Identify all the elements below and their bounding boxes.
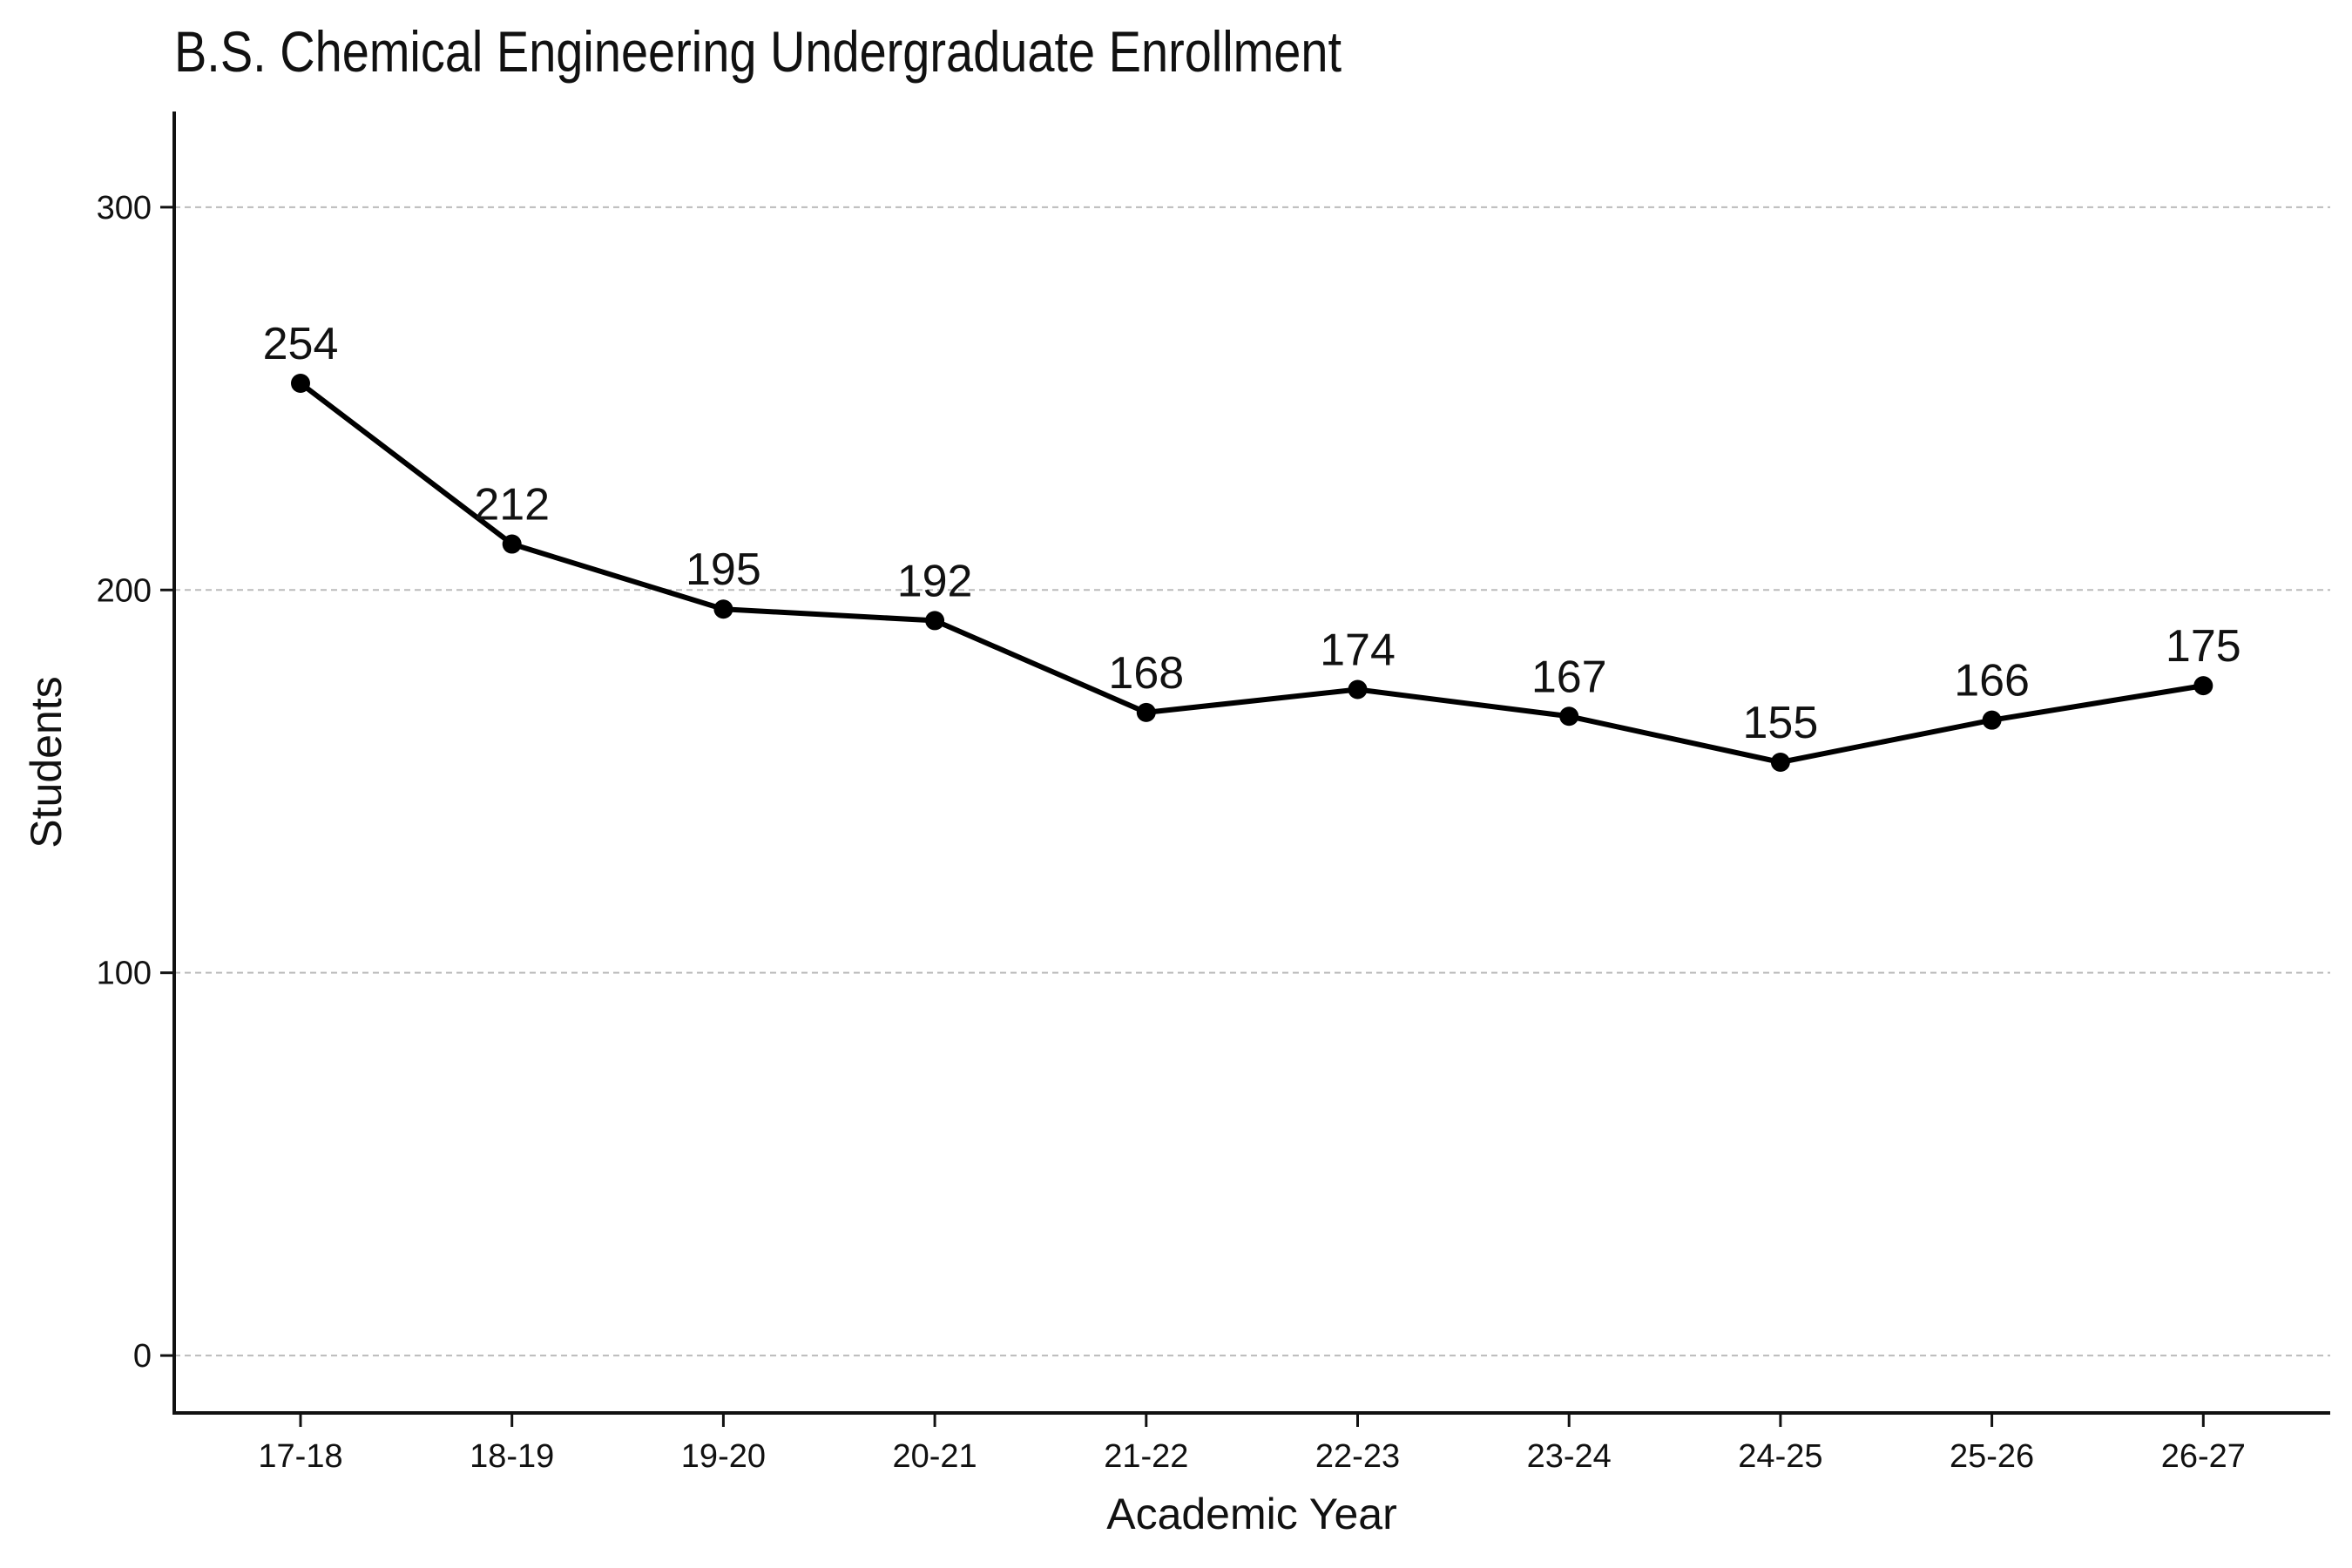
data-point-25-26 bbox=[1982, 710, 2002, 730]
data-label-19-20: 195 bbox=[686, 544, 761, 595]
x-tick-label: 23-24 bbox=[1527, 1438, 1612, 1475]
y-axis-title: Students bbox=[22, 676, 71, 848]
data-point-18-19 bbox=[502, 534, 522, 554]
y-axis-ticks: 0 100 200 300 bbox=[97, 190, 174, 1375]
data-point-23-24 bbox=[1559, 706, 1579, 727]
data-label-24-25: 155 bbox=[1743, 698, 1819, 748]
y-tick-label: 0 bbox=[133, 1338, 152, 1375]
series-line bbox=[298, 380, 2207, 765]
x-tick-label: 18-19 bbox=[470, 1438, 554, 1475]
data-label-21-22: 168 bbox=[1108, 648, 1184, 699]
x-axis-ticks: 17-18 18-19 19-20 20-21 21-22 22-23 23-24 24-25… bbox=[258, 1413, 2246, 1475]
data-point-24-25 bbox=[1770, 753, 1790, 772]
data-point-17-18 bbox=[291, 373, 310, 393]
data-label-26-27: 175 bbox=[2166, 621, 2241, 672]
data-point-19-20 bbox=[713, 599, 733, 619]
x-tick-label: 26-27 bbox=[2161, 1438, 2246, 1475]
data-point-22-23 bbox=[1348, 679, 1368, 700]
chart-title: B.S. Chemical Engineering Undergraduate … bbox=[174, 19, 1342, 84]
y-tick-label: 300 bbox=[97, 190, 152, 226]
x-tick-label: 22-23 bbox=[1315, 1438, 1400, 1475]
data-label-17-18: 254 bbox=[263, 319, 339, 369]
data-label-20-21: 192 bbox=[897, 556, 973, 606]
x-tick-label: 20-21 bbox=[892, 1438, 977, 1475]
x-tick-label: 17-18 bbox=[258, 1438, 342, 1475]
y-tick-label: 100 bbox=[97, 956, 152, 992]
data-point-21-22 bbox=[1136, 702, 1156, 722]
data-label-23-24: 167 bbox=[1531, 652, 1607, 702]
data-points bbox=[291, 373, 2213, 772]
gridlines bbox=[174, 206, 2330, 1357]
x-tick-label: 21-22 bbox=[1104, 1438, 1188, 1475]
data-point-20-21 bbox=[925, 611, 945, 631]
data-labels: 254 212 195 192 168 174 167 155 166 175 bbox=[263, 319, 2241, 748]
data-point-26-27 bbox=[2193, 676, 2213, 696]
data-label-22-23: 174 bbox=[1320, 625, 1396, 676]
x-axis-title: Academic Year bbox=[1106, 1490, 1397, 1538]
x-tick-label: 24-25 bbox=[1738, 1438, 1822, 1475]
data-label-25-26: 166 bbox=[1954, 656, 2030, 706]
x-tick-label: 19-20 bbox=[681, 1438, 766, 1475]
y-tick-label: 200 bbox=[97, 572, 152, 609]
x-tick-label: 25-26 bbox=[1950, 1438, 2034, 1475]
data-label-18-19: 212 bbox=[474, 480, 550, 531]
